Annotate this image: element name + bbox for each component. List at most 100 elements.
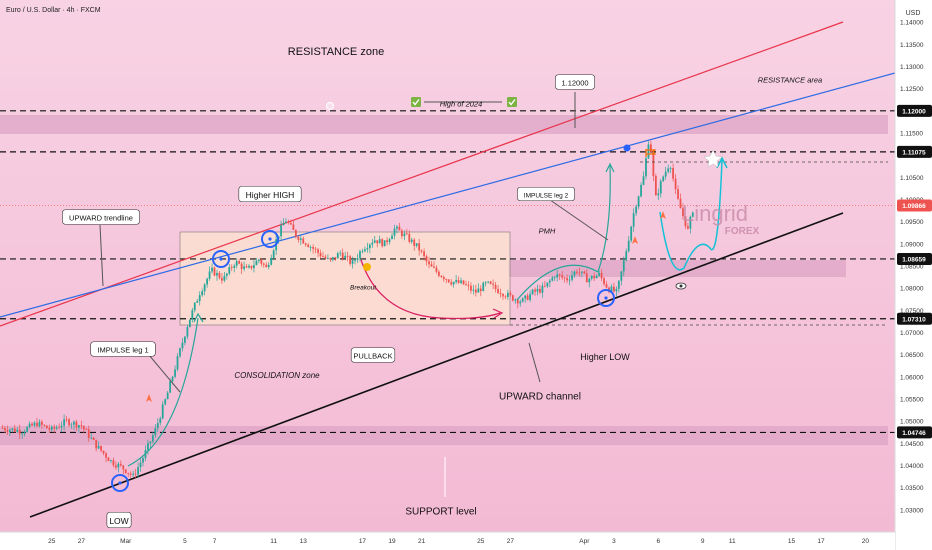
annotation-label: CONSOLIDATION zone <box>234 371 320 380</box>
snail-icon <box>363 263 371 271</box>
candle-body <box>85 429 88 430</box>
rocket-icon <box>632 236 638 244</box>
candle-body <box>95 439 98 449</box>
x-tick-label: 27 <box>78 538 86 545</box>
time-scale-panel[interactable] <box>0 532 895 550</box>
candle-body <box>82 425 85 430</box>
annotation-label: Higher HIGH <box>246 190 295 200</box>
candle-body <box>531 289 534 295</box>
candle-body <box>640 184 642 197</box>
candle-body <box>324 256 327 259</box>
annotation-label: Higher LOW <box>580 352 630 362</box>
candle-body <box>479 288 482 292</box>
candle-body <box>147 443 149 451</box>
candle-body <box>420 250 423 252</box>
candles-layer <box>1 140 694 479</box>
price-badge-label: 1.12000 <box>902 108 926 115</box>
candle-body <box>317 249 319 253</box>
candle-body <box>354 259 356 261</box>
candle-body <box>267 264 270 268</box>
candle-body <box>255 260 258 266</box>
candle-body <box>110 460 112 462</box>
candle-body <box>423 251 425 257</box>
candle-body <box>334 257 337 259</box>
candle-body <box>452 281 455 285</box>
candle-body <box>213 267 216 276</box>
candle-body <box>635 206 638 214</box>
candle-body <box>105 453 107 458</box>
candle-body <box>31 423 33 426</box>
candle-body <box>36 422 38 427</box>
y-tick-label: 1.03000 <box>900 507 924 514</box>
candle-body <box>60 425 63 428</box>
projected-path <box>659 159 723 271</box>
candle-body <box>650 144 652 153</box>
candle-body <box>124 469 127 473</box>
candle-body <box>366 248 369 250</box>
flag-icon <box>645 149 657 157</box>
candle-body <box>132 473 135 475</box>
candle-body <box>8 429 11 432</box>
candle-body <box>376 240 379 244</box>
candle-body <box>682 208 684 217</box>
candle-body <box>240 263 243 269</box>
y-tick-label: 1.04500 <box>900 441 924 448</box>
price-scale-panel[interactable] <box>895 0 932 550</box>
currency-label: USD <box>906 10 921 17</box>
x-tick-label: 13 <box>300 538 308 545</box>
candle-body <box>519 301 522 304</box>
candle-body <box>297 236 300 240</box>
x-tick-label: 25 <box>48 538 56 545</box>
candle-body <box>524 295 527 299</box>
price-badge-label: 1.11075 <box>902 149 926 156</box>
x-tick-label: 7 <box>213 538 217 545</box>
price-badge <box>897 104 932 117</box>
candle-body <box>558 274 561 276</box>
candle-body <box>563 277 566 279</box>
y-tick-label: 1.05500 <box>900 397 924 404</box>
candle-body <box>243 266 245 269</box>
candle-body <box>117 463 120 468</box>
candle-body <box>151 435 154 442</box>
candle-body <box>383 240 386 247</box>
candle-body <box>637 196 640 207</box>
x-tick-label: Mar <box>120 538 132 545</box>
candle-body <box>33 422 36 426</box>
candle-body <box>134 473 137 475</box>
candle-body <box>674 178 677 190</box>
candle-body <box>482 282 485 292</box>
higher-high-touch-marker-1-dot <box>219 257 223 261</box>
candle-body <box>41 421 43 425</box>
candle-body <box>245 266 248 268</box>
candle-body <box>299 238 302 240</box>
candle-body <box>55 427 58 429</box>
candle-body <box>539 288 541 293</box>
candle-body <box>225 273 228 276</box>
higher-high-touch-marker-2 <box>261 230 279 248</box>
annotation-box <box>238 185 302 203</box>
candle-body <box>211 267 213 272</box>
candle-body <box>73 421 75 425</box>
candle-body <box>307 244 310 248</box>
annotation-text-layer: RESISTANCE zone RESISTANCE area High of 20… <box>62 46 822 529</box>
candle-body <box>659 180 662 194</box>
candle-body <box>447 279 450 283</box>
candle-body <box>386 240 388 243</box>
impulse-leg-2-arrow <box>516 165 611 301</box>
candle-body <box>154 428 157 436</box>
candle-body <box>38 421 41 427</box>
consolidation-zone-box <box>179 231 511 326</box>
y-tick-label: 1.04000 <box>900 463 924 470</box>
candle-body <box>58 427 61 429</box>
low-marker-dot <box>118 481 122 485</box>
candle-body <box>516 299 519 304</box>
x-tick-label: 11 <box>729 538 736 545</box>
candle-body <box>455 280 458 282</box>
candle-body <box>551 277 554 281</box>
price-badge <box>897 145 932 158</box>
candle-body <box>248 265 250 268</box>
candle-body <box>292 224 295 230</box>
y-tick-label: 1.13500 <box>900 42 924 49</box>
candle-body <box>65 419 68 421</box>
